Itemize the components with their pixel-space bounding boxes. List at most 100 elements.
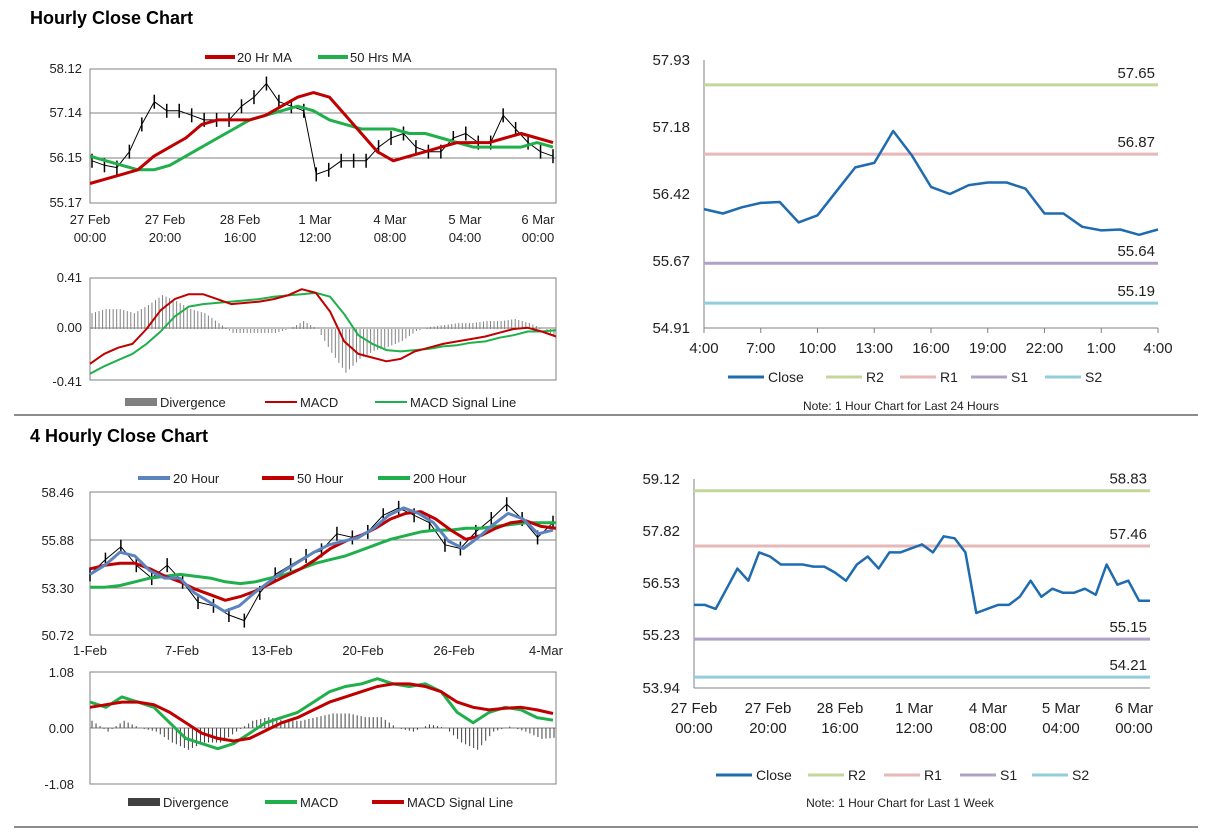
c1-y-tick: 56.15 [49, 150, 82, 165]
c1-x-tick-label: 27 Feb [145, 212, 185, 227]
c1-x-tick-label: 5 Mar [448, 212, 482, 227]
c1-x-tick-label: 00:00 [74, 230, 107, 245]
hourly-ma-chart: 20 Hr MA 50 Hrs MA 58.12 57.14 56.15 55.… [49, 50, 557, 245]
c4-x-tick-label: 7-Feb [165, 643, 199, 658]
c4-x-tick-label: 4-Mar [529, 643, 564, 658]
c6-x-tick-label: 12:00 [895, 720, 933, 737]
c6-legend-label: R2 [848, 767, 866, 783]
c6-y-tick: 59.12 [642, 471, 680, 488]
c5-y-tick: -1.08 [44, 777, 74, 792]
c6-y-tick: 57.82 [642, 523, 680, 540]
c4-x-tick-label: 20-Feb [342, 643, 383, 658]
c6-x-tick-label: 00:00 [1115, 720, 1153, 737]
c5-y-tick: 1.08 [49, 665, 74, 680]
c6-note: Note: 1 Hour Chart for Last 1 Week [806, 796, 995, 810]
c4-x-tick-label: 1-Feb [73, 643, 107, 658]
c2-plot-frame [89, 277, 557, 381]
c5-legend-swatch-divergence [128, 798, 160, 806]
c3-x-tick-label: 10:00 [799, 340, 837, 357]
c2-series-signal [89, 291, 557, 375]
c6-x-tick-label: 1 Mar [895, 700, 933, 717]
c4-legend-label-50: 50 Hour [297, 471, 344, 486]
c2-legend-swatch-divergence [125, 398, 157, 406]
c3-level-label-r2: 57.65 [1117, 65, 1155, 82]
c4-plot-frame [89, 491, 557, 636]
c3-legend-label: R2 [866, 369, 884, 385]
c2-series-macd [89, 288, 557, 365]
c3-x-tick-label: 22:00 [1026, 340, 1064, 357]
c6-y-tick: 55.23 [642, 627, 680, 644]
c1-x-tick-label: 28 Feb [220, 212, 260, 227]
c6-level-label-r2: 58.83 [1109, 471, 1147, 488]
c3-y-tick: 54.91 [652, 320, 690, 337]
c1-x-tick-label: 04:00 [449, 230, 482, 245]
c6-y-tick: 56.53 [642, 575, 680, 592]
c4-y-tick: 50.72 [41, 628, 74, 643]
c3-legend-label: R1 [940, 369, 958, 385]
c1-series-20hr-ma [89, 91, 554, 185]
c1-x-tick-label: 4 Mar [373, 212, 407, 227]
bottom-divider [14, 826, 1198, 828]
c1-plot-frame [89, 68, 557, 204]
hourly-close-24h-chart: 57.93 57.18 56.42 55.67 54.91 4:00 7:00 10… [652, 52, 1172, 413]
c6-legend-label: S1 [1000, 767, 1017, 783]
c5-legend-label-signal: MACD Signal Line [407, 795, 513, 810]
c1-legend-label-50hr: 50 Hrs MA [350, 50, 412, 65]
c1-x-tick-label: 20:00 [149, 230, 182, 245]
c3-x-tick-label: 7:00 [746, 340, 775, 357]
c1-y-tick: 57.14 [49, 105, 82, 120]
c3-y-tick: 57.93 [652, 52, 690, 69]
c3-level-label-s1: 55.64 [1117, 243, 1155, 260]
c6-x-tick-label: 27 Feb [671, 700, 718, 717]
hourly-section-title: Hourly Close Chart [30, 8, 194, 28]
c2-legend-label-signal: MACD Signal Line [410, 395, 516, 410]
c6-x-tick-label: 6 Mar [1115, 700, 1153, 717]
c6-x-tick-label: 08:00 [969, 720, 1007, 737]
c2-y-tick: -0.41 [52, 374, 82, 389]
c6-x-tick-label: 16:00 [821, 720, 859, 737]
c4-x-tick-label: 26-Feb [433, 643, 474, 658]
c2-legend-label-macd: MACD [300, 395, 338, 410]
c1-y-tick: 55.17 [49, 195, 82, 210]
four-hourly-ma-chart: 20 Hour 50 Hour 200 Hour 58.46 55.88 53.… [41, 471, 564, 658]
c4-y-tick: 58.46 [41, 485, 74, 500]
c1-legend-label-20hr: 20 Hr MA [237, 50, 292, 65]
c6-legend-label: R1 [924, 767, 942, 783]
c3-level-label-s2: 55.19 [1117, 283, 1155, 300]
c6-x-tick-label: 28 Feb [817, 700, 864, 717]
c5-series-signal [89, 682, 554, 743]
c6-legend-label: S2 [1072, 767, 1089, 783]
c3-x-tick-label: 1:00 [1087, 340, 1116, 357]
c1-x-tick-label: 00:00 [522, 230, 555, 245]
c3-level-label-r1: 56.87 [1117, 134, 1155, 151]
c2-y-tick: 0.00 [57, 320, 82, 335]
c4-price-bar-path [89, 503, 554, 622]
c3-y-tick: 57.18 [652, 119, 690, 136]
c1-x-tick-label: 27 Feb [70, 212, 110, 227]
c2-legend-label-divergence: Divergence [160, 395, 226, 410]
c4-y-tick: 53.30 [41, 581, 74, 596]
four-hourly-macd-chart: 1.08 0.00 -1.08 Divergence MACD MACD Sig… [44, 665, 557, 810]
four-hourly-section-title: 4 Hourly Close Chart [30, 426, 209, 446]
c3-y-tick: 56.42 [652, 186, 690, 203]
c3-legend-label: S2 [1085, 369, 1102, 385]
c3-y-tick: 55.67 [652, 253, 690, 270]
c5-series-macd [89, 677, 554, 751]
c1-x-tick-label: 16:00 [224, 230, 257, 245]
c3-x-tick-label: 13:00 [855, 340, 893, 357]
c6-x-tick-label: 20:00 [749, 720, 787, 737]
c6-level-label-r1: 57.46 [1109, 526, 1147, 543]
c1-x-tick-label: 12:00 [299, 230, 332, 245]
hourly-macd-chart: 0.41 0.00 -0.41 Divergence MACD MACD Sig… [52, 270, 557, 410]
c4-y-tick: 55.88 [41, 533, 74, 548]
c3-x-tick-label: 4:00 [689, 340, 718, 357]
c1-price-bar-path [91, 83, 554, 175]
c4-legend-label-20: 20 Hour [173, 471, 220, 486]
c6-series-close [694, 535, 1150, 615]
c6-x-tick-label: 27 Feb [745, 700, 792, 717]
c3-x-tick-label: 4:00 [1143, 340, 1172, 357]
c4-series-20-hour [89, 506, 554, 613]
c6-x-tick-label: 4 Mar [969, 700, 1007, 717]
section-divider [14, 414, 1198, 416]
